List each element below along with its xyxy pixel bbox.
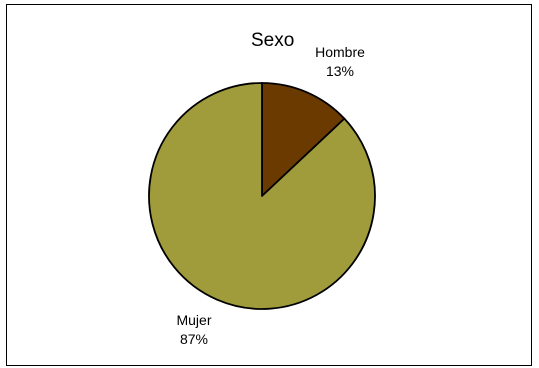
slice-label-mujer: Mujer 87% xyxy=(164,311,224,349)
slice-label-hombre: Hombre 13% xyxy=(308,43,372,81)
pie-slice-hombre xyxy=(261,82,346,197)
pie-slice-mujer xyxy=(148,82,376,310)
slice-label-mujer-value: 87% xyxy=(179,331,209,347)
slice-label-hombre-value: 13% xyxy=(325,63,355,79)
slice-label-hombre-name: Hombre xyxy=(315,44,365,60)
chart-title: Sexo xyxy=(251,30,295,51)
slice-label-mujer-name: Mujer xyxy=(176,312,212,328)
